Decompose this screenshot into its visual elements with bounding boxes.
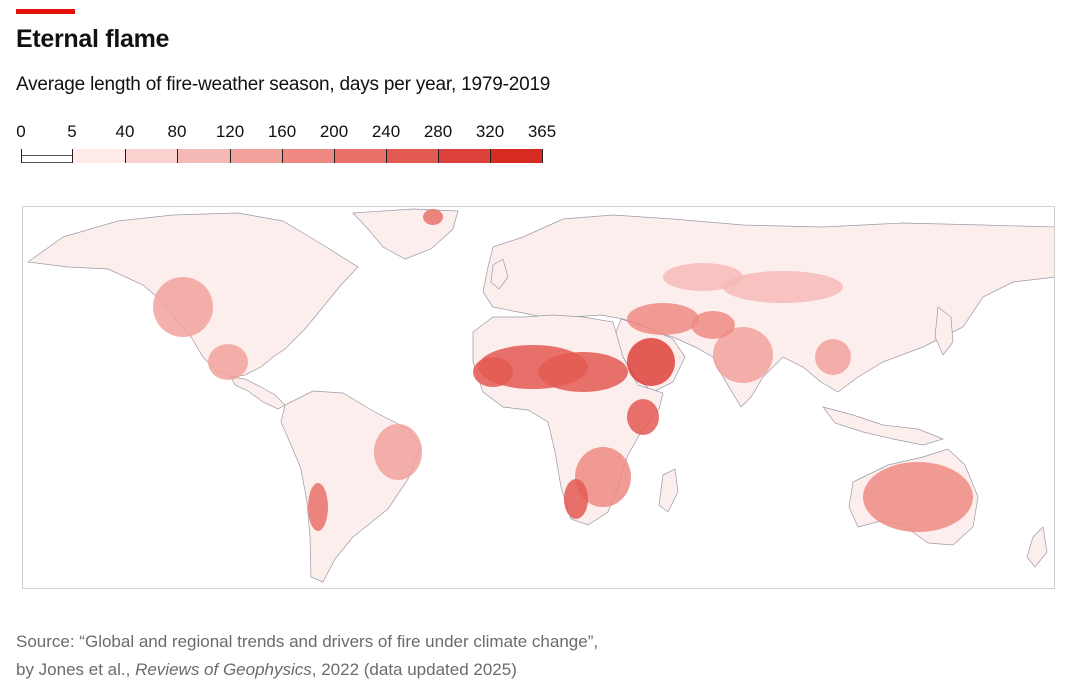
legend-swatch-5 <box>282 149 334 163</box>
heat-patch-mexico-and-southwest-us <box>208 344 248 380</box>
legend-label-240: 240 <box>371 122 401 141</box>
heat-patch-central-asia <box>723 271 843 303</box>
heat-patch-australia <box>863 462 973 532</box>
legend-swatch-3 <box>177 149 230 163</box>
source-journal: Reviews of Geophysics <box>135 660 312 679</box>
legend-label-280: 280 <box>423 122 453 141</box>
legend-swatch-7 <box>386 149 438 163</box>
heat-patch-sahara <box>538 352 628 392</box>
heat-patch-south-asia <box>713 327 773 383</box>
legend-swatch-0 <box>21 155 72 163</box>
legend-label-160: 160 <box>267 122 297 141</box>
legend-swatch-8 <box>438 149 490 163</box>
legend-label-80: 80 <box>167 122 187 141</box>
color-legend: 0 5 40 80 120 160 200 240 280 320 365 <box>14 122 557 172</box>
source-line-2: by Jones et al., Reviews of Geophysics, … <box>16 656 598 684</box>
legend-swatch-4 <box>230 149 282 163</box>
source-authors: by Jones et al., <box>16 660 136 679</box>
legend-tick-6 <box>334 149 335 163</box>
landmass-madagascar <box>658 468 679 513</box>
heat-patch-middle-east <box>627 303 699 335</box>
heat-patch-south-asia <box>815 339 851 375</box>
legend-tick-9 <box>490 149 491 163</box>
landmass-central-america <box>230 376 286 410</box>
legend-tick-1 <box>72 149 73 163</box>
legend-label-365: 365 <box>527 122 557 141</box>
heat-patch-arabian-peninsula <box>627 338 675 386</box>
legend-label-40: 40 <box>115 122 135 141</box>
source-note: Source: “Global and regional trends and … <box>16 628 598 684</box>
legend-tick-4 <box>230 149 231 163</box>
landmass-japan <box>934 306 954 356</box>
legend-label-120: 120 <box>215 122 245 141</box>
heat-patch-atacama <box>308 483 328 531</box>
source-date: , 2022 (data updated 2025) <box>311 660 517 679</box>
landmass-new-zealand <box>1026 526 1048 568</box>
heat-patch-central-asia <box>663 263 743 291</box>
legend-tick-0 <box>21 149 22 163</box>
accent-bar <box>16 9 75 14</box>
heat-patch-mexico-and-southwest-us <box>153 277 213 337</box>
chart-subtitle: Average length of fire-weather season, d… <box>16 74 551 95</box>
world-map <box>22 206 1055 589</box>
heat-patch-horn-of-africa <box>627 399 659 435</box>
heat-patch-greenland-east-coast <box>423 209 443 225</box>
legend-swatch-6 <box>334 149 386 163</box>
legend-label-200: 200 <box>319 122 349 141</box>
heat-patch-middle-east <box>691 311 735 339</box>
world-map-svg <box>27 208 1054 583</box>
heat-patch-eastern-brazil <box>374 424 422 480</box>
heat-patch-namibia-coast <box>564 479 588 519</box>
landmass-south-america <box>280 390 422 583</box>
legend-tick-8 <box>438 149 439 163</box>
legend-tick-3 <box>177 149 178 163</box>
legend-tick-2 <box>125 149 126 163</box>
legend-swatch-9 <box>490 149 542 163</box>
source-line-1: Source: “Global and regional trends and … <box>16 632 599 651</box>
legend-swatch-2 <box>125 149 177 163</box>
legend-tick-5 <box>282 149 283 163</box>
landmass-indonesia <box>822 406 945 446</box>
legend-label-0: 0 <box>16 122 26 141</box>
landmass-uk <box>490 258 509 290</box>
legend-label-320: 320 <box>475 122 505 141</box>
heat-patch-southern-africa <box>575 447 631 507</box>
fire-weather-heat-layer <box>153 209 973 532</box>
chart-title: Eternal flame <box>16 25 170 53</box>
legend-tick-10 <box>542 149 543 163</box>
legend-swatch-1 <box>72 149 125 163</box>
heat-patch-sahara <box>473 357 513 387</box>
legend-label-5: 5 <box>67 122 77 141</box>
legend-tick-7 <box>386 149 387 163</box>
landmass-eurasia <box>482 214 1054 408</box>
